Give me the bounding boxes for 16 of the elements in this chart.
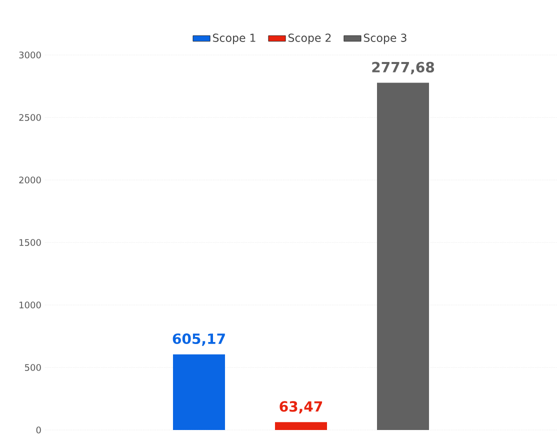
data-label: 605,17 bbox=[172, 333, 225, 346]
y-tick-label: 3000 bbox=[19, 52, 41, 58]
y-tick-label: 2500 bbox=[19, 114, 41, 121]
data-label: 63,47 bbox=[280, 401, 322, 414]
y-tick-label: 1500 bbox=[20, 239, 41, 246]
legend-label: Scope 3 bbox=[364, 34, 406, 44]
y-tick-label: 0 bbox=[36, 426, 41, 434]
y-tick-label: 1000 bbox=[20, 302, 41, 308]
y-tick-label: 2000 bbox=[19, 176, 41, 184]
legend-label: Scope 1 bbox=[212, 34, 256, 44]
bar bbox=[275, 422, 327, 430]
legend-label: Scope 2 bbox=[288, 34, 331, 44]
data-label: 2777,68 bbox=[372, 62, 434, 74]
bar bbox=[377, 82, 430, 430]
y-tick-label: 500 bbox=[24, 364, 41, 371]
bar bbox=[173, 354, 225, 430]
